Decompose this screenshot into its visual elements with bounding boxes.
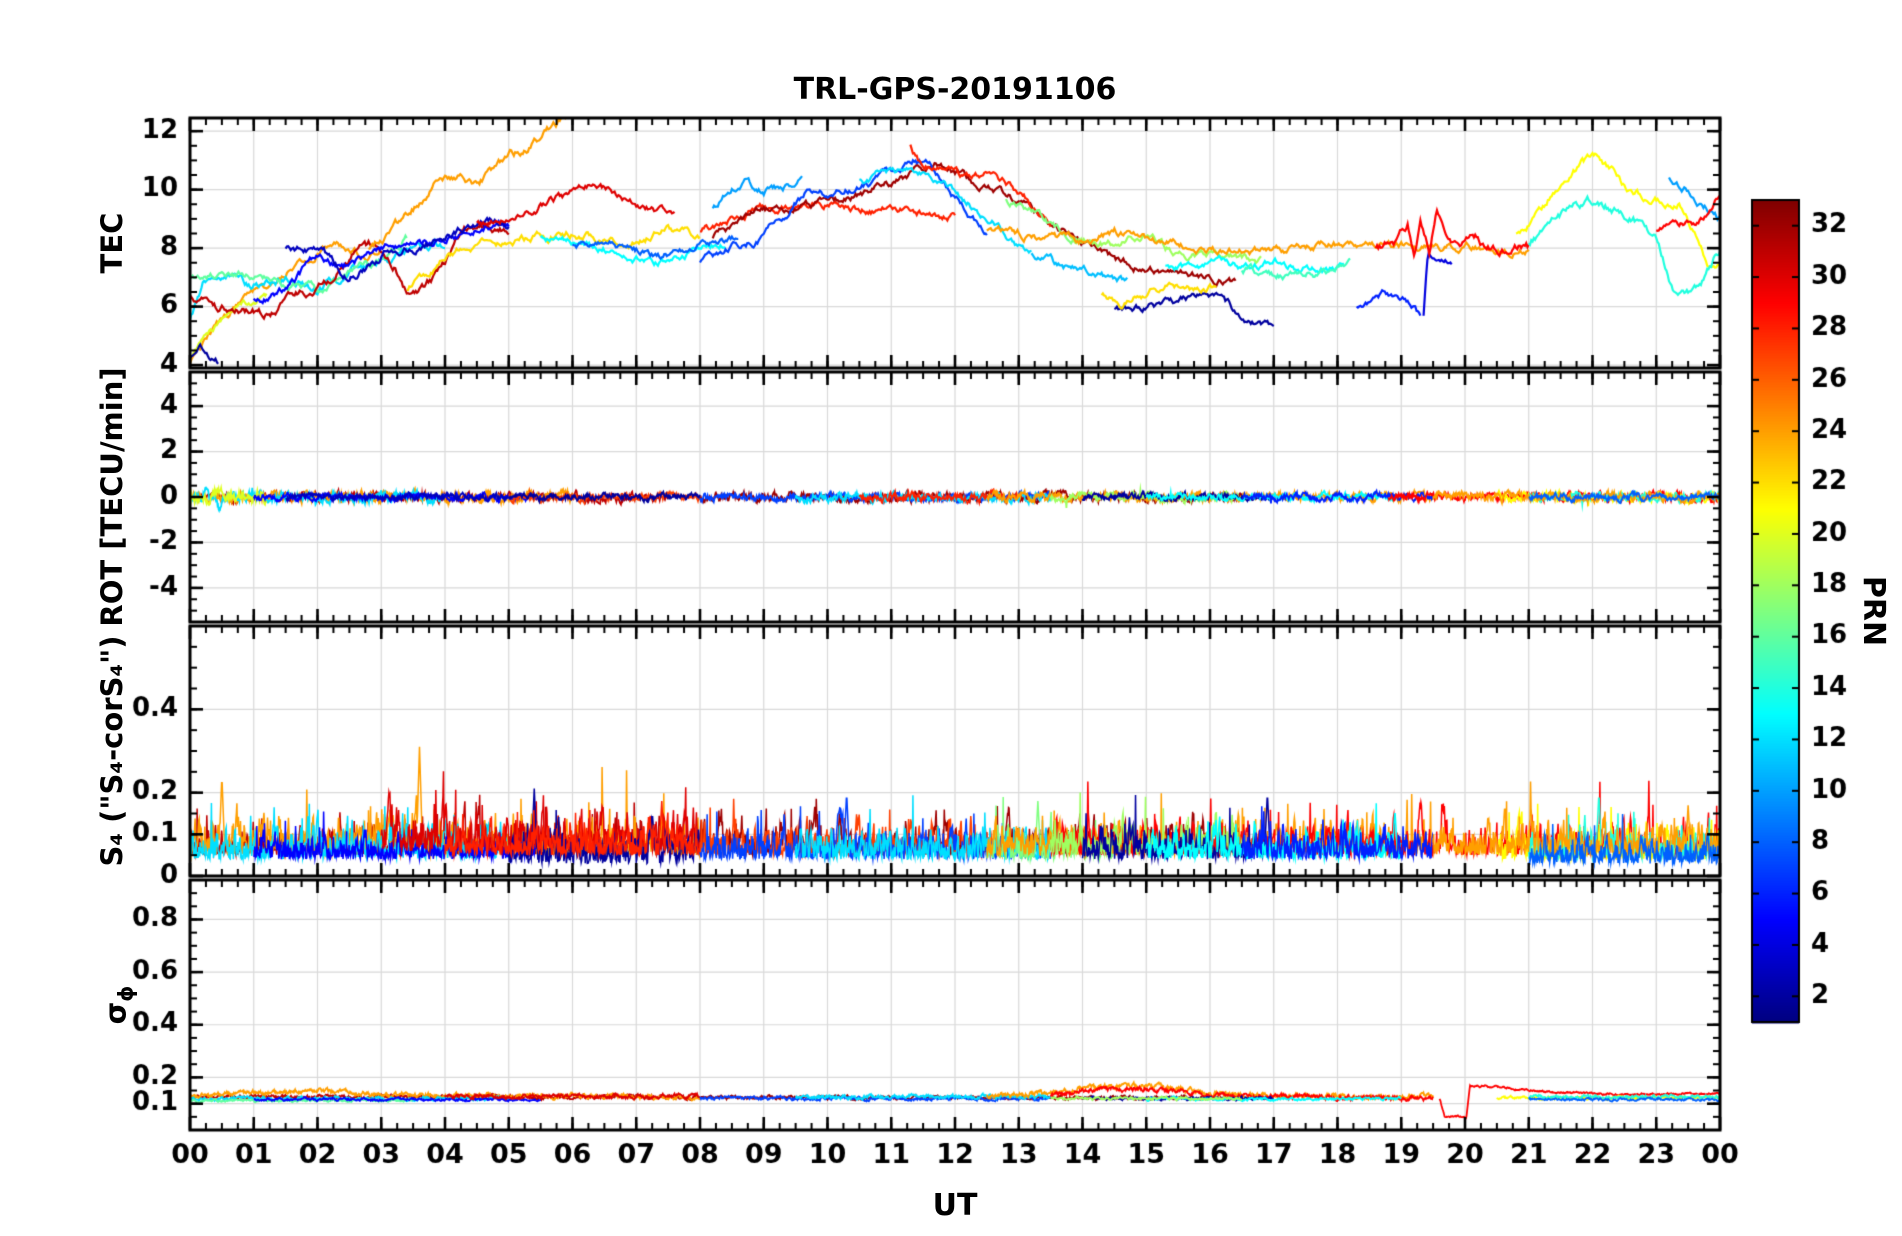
y-axis-label-sigma-phi: σϕ	[99, 986, 138, 1025]
sigma-symbol: σ	[98, 1001, 133, 1025]
y-axis-label-tec: TEC	[95, 212, 129, 274]
phi-subscript: ϕ	[113, 985, 138, 1002]
y-axis-label-rot: ROT [TECU/min]	[95, 367, 129, 627]
y-axis-label-s4: S₄ ("S₄-corS₄")	[95, 635, 129, 867]
chart-title: TRL-GPS-20191106	[793, 72, 1117, 107]
colorbar-label: PRN	[1856, 575, 1891, 647]
x-axis-label: UT	[932, 1188, 978, 1223]
